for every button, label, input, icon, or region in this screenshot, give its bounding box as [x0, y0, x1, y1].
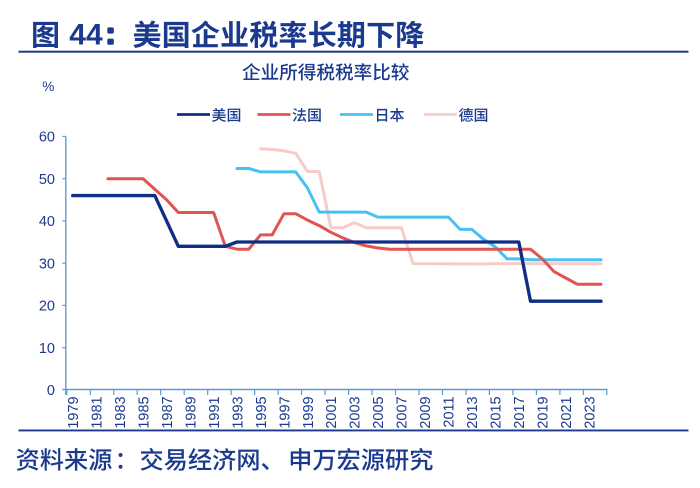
- svg-text:60: 60: [39, 130, 55, 146]
- svg-text:2005: 2005: [371, 396, 387, 428]
- svg-text:2001: 2001: [324, 396, 340, 428]
- svg-text:2013: 2013: [465, 396, 481, 428]
- svg-text:1983: 1983: [113, 396, 129, 428]
- svg-text:2003: 2003: [348, 396, 364, 428]
- svg-text:%: %: [42, 79, 54, 94]
- svg-text:2011: 2011: [442, 396, 458, 427]
- svg-text:2015: 2015: [489, 396, 505, 428]
- svg-text:1981: 1981: [90, 396, 106, 428]
- svg-text:1991: 1991: [207, 396, 223, 428]
- svg-text:1997: 1997: [277, 396, 293, 428]
- svg-text:1987: 1987: [160, 396, 176, 428]
- svg-text:50: 50: [39, 172, 55, 188]
- svg-text:1993: 1993: [230, 396, 246, 428]
- svg-text:2021: 2021: [559, 396, 575, 428]
- svg-text:40: 40: [39, 214, 55, 230]
- svg-text:2023: 2023: [583, 396, 599, 428]
- svg-text:2017: 2017: [512, 396, 528, 428]
- svg-text:30: 30: [39, 257, 55, 273]
- svg-text:1999: 1999: [301, 396, 317, 428]
- svg-text:20: 20: [39, 299, 55, 315]
- svg-text:1979: 1979: [66, 396, 82, 428]
- svg-text:2019: 2019: [536, 396, 552, 428]
- svg-text:0: 0: [47, 383, 55, 399]
- svg-text:1995: 1995: [254, 396, 270, 428]
- svg-text:2009: 2009: [418, 396, 434, 428]
- svg-text:1985: 1985: [136, 396, 152, 428]
- svg-text:10: 10: [39, 341, 55, 357]
- svg-text:44: 44: [69, 19, 103, 52]
- svg-text:1989: 1989: [183, 396, 199, 428]
- svg-text:2007: 2007: [395, 396, 411, 428]
